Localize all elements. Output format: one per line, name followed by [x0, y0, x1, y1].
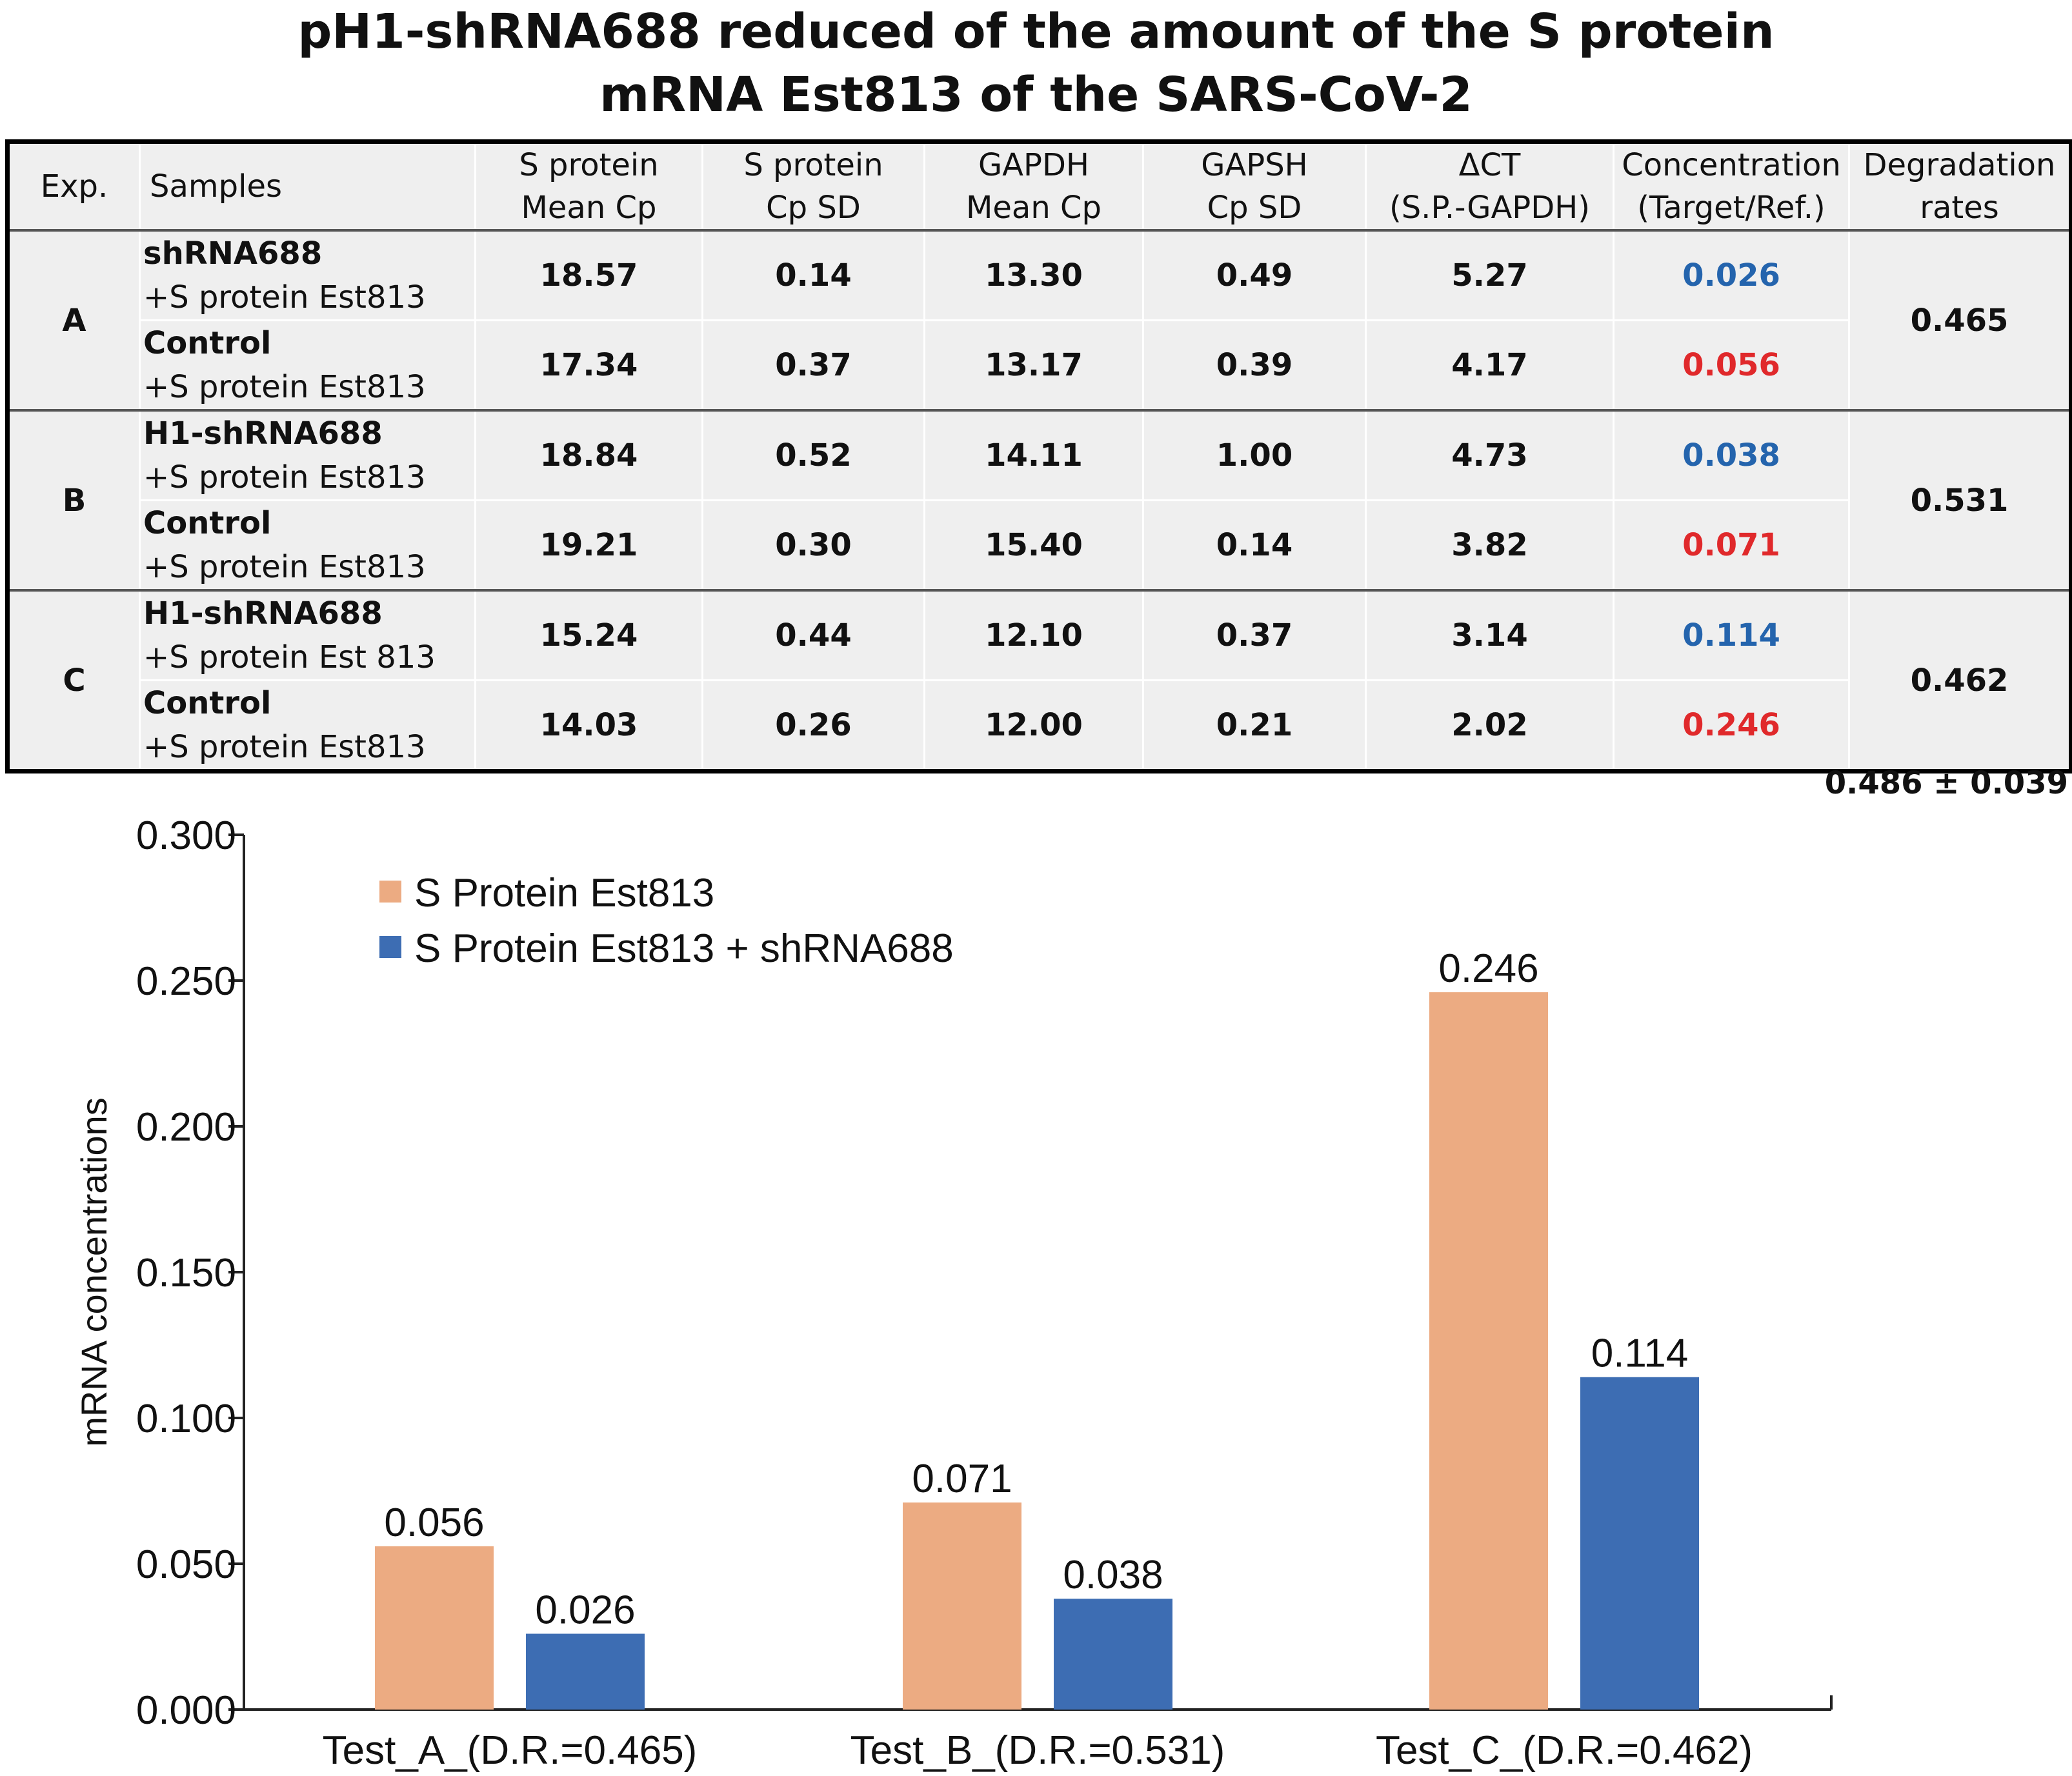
table-header-row: Exp. Samples S protein Mean Cp S protein C…	[6, 141, 2072, 232]
gapdh-mean-cell: 14.11	[923, 409, 1144, 501]
y-axis-label: mRNA concentrations	[74, 1097, 114, 1447]
y-tick-label: 0.100	[136, 1397, 236, 1441]
gapdh-mean-cell: 13.17	[923, 319, 1144, 412]
gapsh-sd-cell: 1.00	[1142, 409, 1367, 501]
x-tick-label: Test_A_(D.R.=0.465)	[323, 1728, 698, 1773]
header-sp-sd: S protein Cp SD	[701, 141, 925, 232]
sp-sd-cell: 0.26	[701, 679, 925, 772]
sp-sd-cell: 0.44	[701, 589, 925, 681]
concentration-cell: 0.038	[1613, 409, 1850, 501]
gapsh-sd-cell: 0.49	[1142, 229, 1367, 321]
degradation-cell: 0.531	[1848, 409, 2072, 592]
table-row: C H1-shRNA688 +S protein Est 813 15.24 0.…	[6, 589, 2072, 772]
sample-cell: Control +S protein Est813	[139, 319, 476, 412]
gapdh-mean-cell: 12.00	[923, 679, 1144, 772]
delta-ct-cell: 5.27	[1365, 229, 1614, 321]
delta-ct-cell: 2.02	[1365, 679, 1614, 772]
gapsh-sd-cell: 0.37	[1142, 589, 1367, 681]
sp-mean-cell: 18.57	[474, 229, 703, 321]
delta-ct-cell: 3.82	[1365, 499, 1614, 592]
gapsh-sd-cell: 0.14	[1142, 499, 1367, 592]
table-row: Control +S protein Est813 17.34 0.37 13.1…	[8, 319, 2071, 412]
sample-cell: H1-shRNA688 +S protein Est 813	[139, 589, 476, 681]
sp-mean-cell: 15.24	[474, 589, 703, 681]
table-row: B H1-shRNA688 +S protein Est813 18.84 0.5…	[6, 409, 2072, 592]
table-row: A shRNA688 +S protein Est813 18.57 0.14 1…	[6, 229, 2072, 412]
table-row: Control +S protein Est813 14.03 0.26 12.0…	[8, 679, 2071, 772]
delta-ct-cell: 4.73	[1365, 409, 1614, 501]
header-concentration: Concentration (Target/Ref.)	[1613, 141, 1850, 232]
mean-degradation: 0.486 ± 0.039	[1824, 765, 2068, 801]
gapsh-sd-cell: 0.39	[1142, 319, 1367, 412]
x-tick-label: Test_C_(D.R.=0.462)	[1376, 1728, 1753, 1773]
sample-cell: Control +S protein Est813	[139, 679, 476, 772]
sample-cell: shRNA688 +S protein Est813	[139, 229, 476, 321]
header-degradation: Degradation rates	[1848, 141, 2072, 232]
bar-chart: 0.000 0.050 0.100 0.150 0.200 0.250 0.300 mRNA …	[74, 813, 1833, 1773]
concentration-cell: 0.056	[1613, 319, 1850, 412]
y-tick-label: 0.150	[136, 1251, 236, 1295]
gapdh-mean-cell: 12.10	[923, 589, 1144, 681]
bar	[375, 1546, 494, 1710]
bar	[526, 1633, 645, 1710]
header-sp-mean: S protein Mean Cp	[474, 141, 703, 232]
legend-label: S Protein Est813 + shRNA688	[414, 926, 954, 971]
sp-sd-cell: 0.52	[701, 409, 925, 501]
degradation-cell: 0.462	[1848, 589, 2072, 772]
results-table: Exp. Samples S protein Mean Cp S protein C…	[5, 139, 2072, 773]
y-tick-label: 0.300	[136, 813, 236, 858]
x-tick-label: Test_B_(D.R.=0.531)	[850, 1728, 1225, 1773]
gapdh-mean-cell: 13.30	[923, 229, 1144, 321]
concentration-cell: 0.071	[1613, 499, 1850, 592]
y-tick-label: 0.000	[136, 1688, 236, 1733]
legend-label: S Protein Est813	[414, 871, 714, 915]
y-tick-label: 0.250	[136, 959, 236, 1004]
bar	[1429, 992, 1548, 1710]
header-delta-ct: ΔCT (S.P.-GAPDH)	[1365, 141, 1614, 232]
concentration-cell: 0.246	[1613, 679, 1850, 772]
exp-cell: A	[6, 229, 141, 412]
sample-cell: H1-shRNA688 +S protein Est813	[139, 409, 476, 501]
sp-sd-cell: 0.37	[701, 319, 925, 412]
sp-sd-cell: 0.30	[701, 499, 925, 592]
legend-swatch	[379, 881, 401, 903]
bar-value-label: 0.246	[1438, 946, 1538, 991]
figure-title: pH1-shRNA688 reduced of the amount of th…	[0, 0, 2072, 126]
legend-swatch	[379, 936, 401, 958]
title-line-2: mRNA Est813 of the SARS-CoV-2	[599, 67, 1473, 123]
delta-ct-cell: 4.17	[1365, 319, 1614, 412]
header-gapdh-mean: GAPDH Mean Cp	[923, 141, 1144, 232]
concentration-cell: 0.114	[1613, 589, 1850, 681]
y-tick-label: 0.200	[136, 1105, 236, 1150]
header-gapsh-sd: GAPSH Cp SD	[1142, 141, 1367, 232]
concentration-cell: 0.026	[1613, 229, 1850, 321]
bar-value-label: 0.071	[912, 1457, 1012, 1501]
sp-mean-cell: 14.03	[474, 679, 703, 772]
bar	[903, 1502, 1021, 1710]
exp-cell: B	[6, 409, 141, 592]
degradation-cell: 0.465	[1848, 229, 2072, 412]
bar	[1580, 1377, 1699, 1710]
header-samples: Samples	[139, 141, 476, 232]
sample-cell: Control +S protein Est813	[139, 499, 476, 592]
bar	[1054, 1599, 1172, 1710]
delta-ct-cell: 3.14	[1365, 589, 1614, 681]
gapsh-sd-cell: 0.21	[1142, 679, 1367, 772]
gapdh-mean-cell: 15.40	[923, 499, 1144, 592]
title-line-1: pH1-shRNA688 reduced of the amount of th…	[297, 4, 1775, 59]
bar-value-label: 0.038	[1063, 1553, 1163, 1597]
header-exp: Exp.	[6, 141, 141, 232]
y-tick-label: 0.050	[136, 1542, 236, 1587]
bar-value-label: 0.026	[535, 1588, 635, 1632]
sp-sd-cell: 0.14	[701, 229, 925, 321]
sp-mean-cell: 19.21	[474, 499, 703, 592]
sp-mean-cell: 18.84	[474, 409, 703, 501]
table-row: Control +S protein Est813 19.21 0.30 15.4…	[8, 499, 2071, 592]
exp-cell: C	[6, 589, 141, 772]
sp-mean-cell: 17.34	[474, 319, 703, 412]
bar-value-label: 0.056	[384, 1501, 484, 1545]
bar-value-label: 0.114	[1591, 1332, 1689, 1376]
